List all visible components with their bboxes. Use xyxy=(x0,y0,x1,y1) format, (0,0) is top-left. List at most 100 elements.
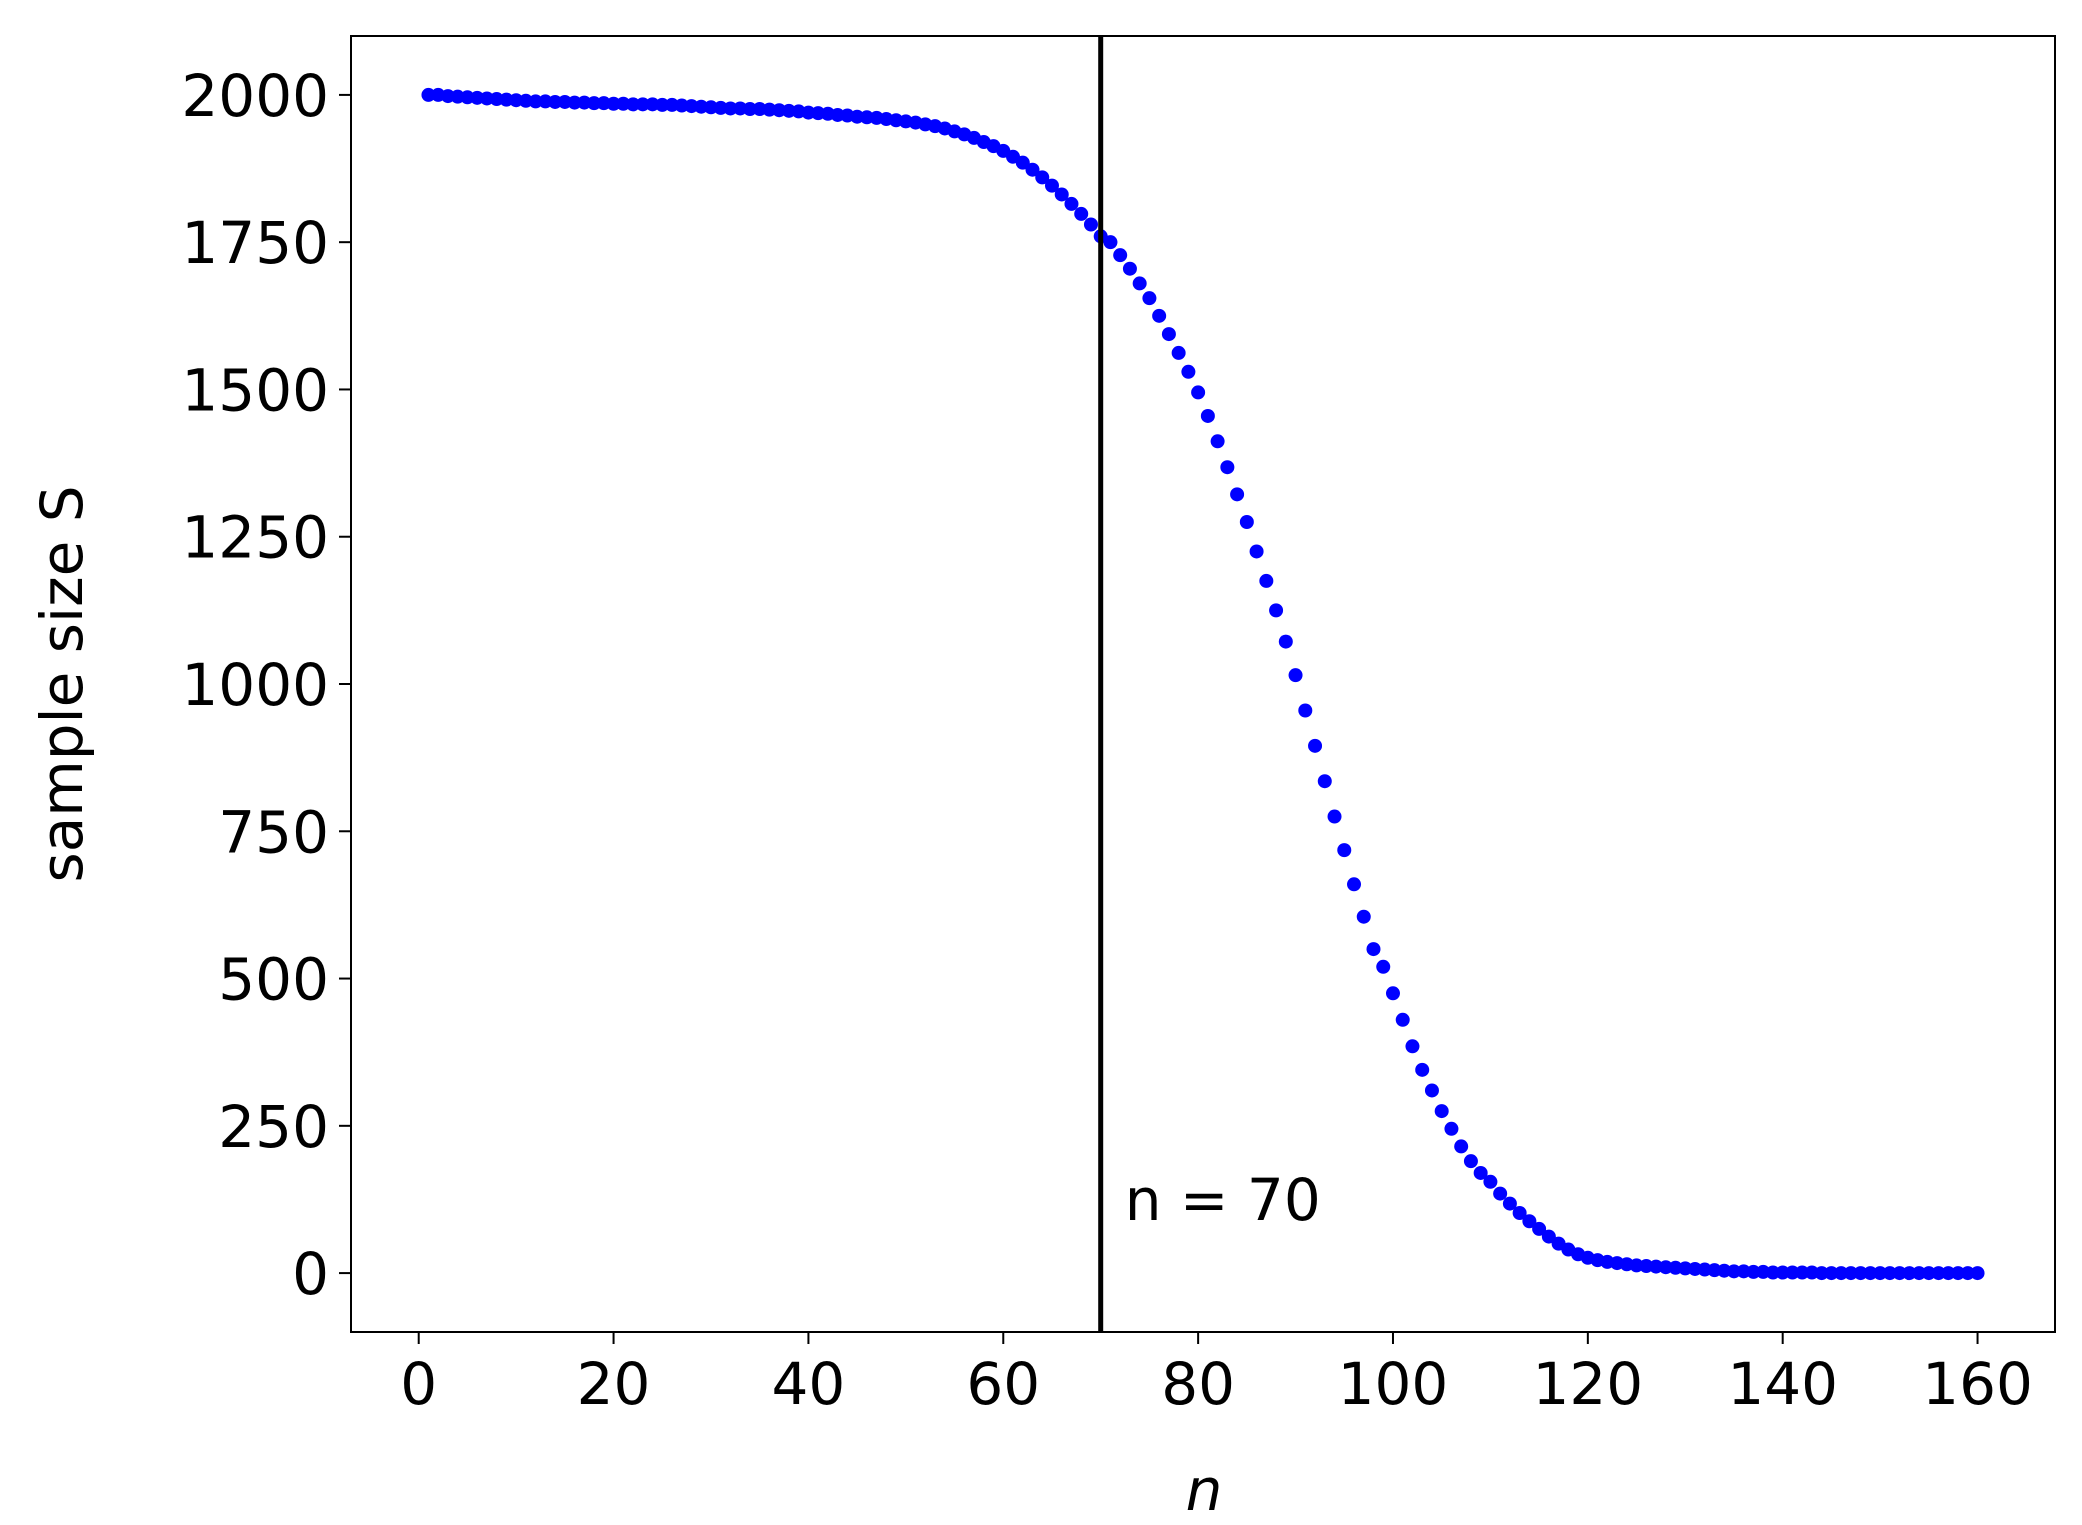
point xyxy=(1522,1214,1537,1229)
x-tick-label: 20 xyxy=(577,1350,651,1418)
point xyxy=(1132,276,1147,291)
point xyxy=(1122,261,1137,276)
y-tick-label: 1000 xyxy=(181,651,329,719)
y-tick-label: 0 xyxy=(292,1240,329,1308)
y-tick-label: 750 xyxy=(218,798,329,866)
point xyxy=(1863,1266,1878,1281)
point xyxy=(1970,1266,1985,1281)
point xyxy=(1200,408,1215,423)
point xyxy=(1726,1264,1741,1279)
point xyxy=(1308,738,1323,753)
point xyxy=(1220,460,1235,475)
point xyxy=(1366,942,1381,957)
point xyxy=(1015,155,1030,170)
point xyxy=(1512,1206,1527,1221)
point xyxy=(1775,1265,1790,1280)
point xyxy=(1191,385,1206,400)
point xyxy=(1239,515,1254,529)
x-tick-label: 100 xyxy=(1338,1350,1449,1418)
point xyxy=(1795,1265,1810,1280)
point xyxy=(1288,668,1303,683)
point xyxy=(1376,959,1391,974)
x-tick-label: 40 xyxy=(772,1350,846,1418)
point xyxy=(1853,1266,1868,1281)
x-tick-label: 160 xyxy=(1922,1350,2033,1418)
point xyxy=(1161,327,1176,342)
point xyxy=(626,97,641,112)
point xyxy=(1327,809,1342,824)
point xyxy=(1298,703,1313,718)
point xyxy=(1083,217,1098,232)
point xyxy=(1152,308,1167,323)
y-tick-label: 1250 xyxy=(181,504,329,572)
x-tick-label: 0 xyxy=(400,1350,437,1418)
point xyxy=(1434,1104,1449,1119)
point xyxy=(1210,434,1225,449)
point xyxy=(1113,248,1128,263)
point xyxy=(1960,1266,1975,1281)
y-axis-label: sample size S xyxy=(28,485,96,882)
y-tick-label: 250 xyxy=(218,1093,329,1161)
point xyxy=(1532,1221,1547,1236)
point xyxy=(1746,1264,1761,1279)
point xyxy=(1892,1266,1907,1281)
point xyxy=(1054,187,1069,202)
point xyxy=(1249,544,1264,559)
point xyxy=(1415,1062,1430,1077)
y-tick-label: 1500 xyxy=(181,356,329,424)
point xyxy=(1931,1266,1946,1281)
point xyxy=(1317,774,1332,789)
point xyxy=(1444,1121,1459,1136)
point xyxy=(1902,1266,1917,1281)
x-tick-label: 140 xyxy=(1727,1350,1838,1418)
point xyxy=(528,94,543,109)
point xyxy=(421,87,436,102)
point xyxy=(587,96,602,111)
annotation: n = 70 xyxy=(1125,1166,1321,1234)
point xyxy=(1824,1266,1839,1281)
point xyxy=(1035,170,1050,185)
point xyxy=(1064,196,1079,211)
x-axis-label: n xyxy=(1186,1456,1223,1524)
point xyxy=(1269,603,1284,618)
plot-frame xyxy=(350,35,2056,1333)
point xyxy=(723,101,738,116)
y-tick-label: 2000 xyxy=(181,62,329,130)
point xyxy=(1181,364,1196,379)
y-tick-label: 1750 xyxy=(181,209,329,277)
point xyxy=(1171,345,1186,360)
point xyxy=(1385,986,1400,1001)
point xyxy=(1103,235,1118,250)
point xyxy=(1502,1196,1517,1211)
point xyxy=(1814,1266,1829,1281)
point xyxy=(1765,1265,1780,1280)
point xyxy=(1356,909,1371,924)
point xyxy=(567,95,582,110)
point xyxy=(1230,487,1245,502)
point xyxy=(1483,1174,1498,1189)
point xyxy=(1882,1266,1897,1281)
x-tick-label: 120 xyxy=(1532,1350,1643,1418)
point xyxy=(1044,178,1059,193)
point xyxy=(1912,1266,1927,1281)
point xyxy=(1873,1266,1888,1281)
point xyxy=(1463,1154,1478,1169)
point xyxy=(1337,843,1352,858)
point xyxy=(1785,1265,1800,1280)
point xyxy=(1951,1266,1966,1281)
point xyxy=(1843,1266,1858,1281)
point xyxy=(1025,162,1040,177)
point xyxy=(1473,1165,1488,1180)
y-tick-label: 500 xyxy=(218,946,329,1014)
point xyxy=(1834,1266,1849,1281)
point xyxy=(1405,1039,1420,1054)
point xyxy=(1941,1266,1956,1281)
point xyxy=(1259,573,1274,588)
point xyxy=(1424,1083,1439,1098)
point xyxy=(1347,877,1362,892)
point xyxy=(1454,1139,1469,1154)
point xyxy=(635,97,650,112)
x-tick-label: 60 xyxy=(966,1350,1040,1418)
point xyxy=(1278,634,1293,649)
